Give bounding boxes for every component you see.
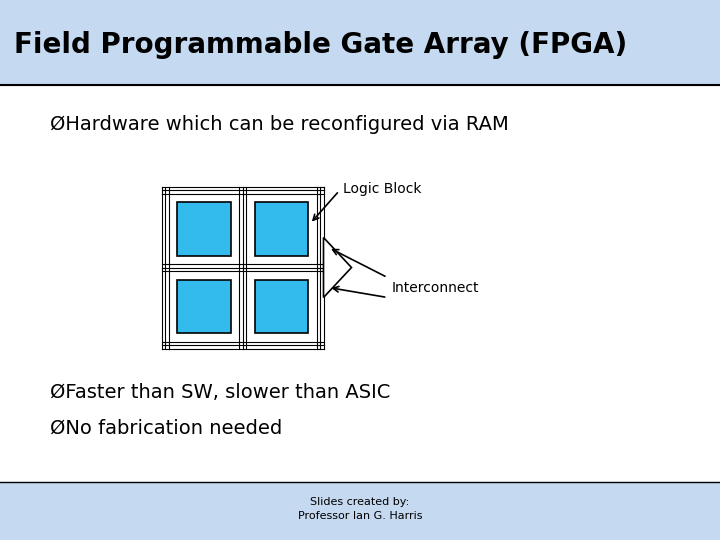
Text: Interconnect: Interconnect	[392, 280, 479, 294]
Bar	[254, 280, 308, 333]
Text: Logic Block: Logic Block	[343, 182, 422, 195]
Bar	[177, 280, 230, 333]
Bar	[0, 0, 720, 85]
Text: Field Programmable Gate Array (FPGA): Field Programmable Gate Array (FPGA)	[14, 31, 627, 59]
Bar	[254, 202, 308, 255]
Text: Slides created by:: Slides created by:	[310, 497, 410, 507]
Bar	[177, 202, 230, 255]
Polygon shape	[323, 238, 351, 298]
Text: ØNo fabrication needed: ØNo fabrication needed	[50, 418, 282, 437]
Text: Professor Ian G. Harris: Professor Ian G. Harris	[298, 511, 422, 521]
Text: ØHardware which can be reconfigured via RAM: ØHardware which can be reconfigured via …	[50, 116, 509, 134]
Bar	[0, 482, 720, 540]
Text: ØFaster than SW, slower than ASIC: ØFaster than SW, slower than ASIC	[50, 382, 390, 402]
